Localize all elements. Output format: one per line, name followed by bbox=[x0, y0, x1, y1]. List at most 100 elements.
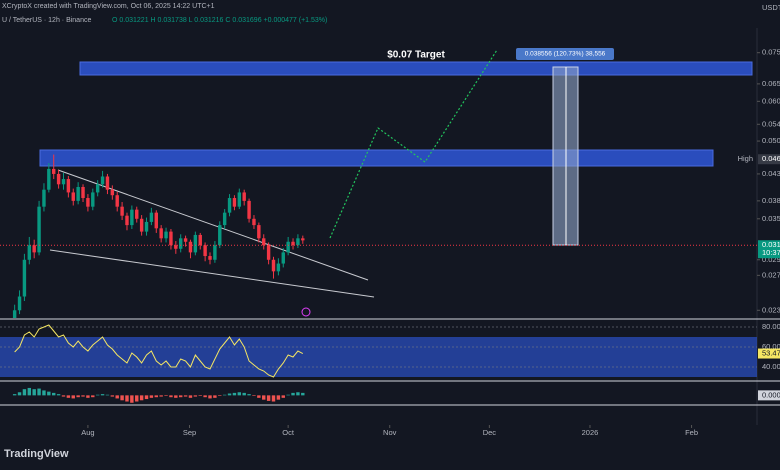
rsi-tick-label: 40.00 bbox=[762, 362, 780, 371]
resistance-zone bbox=[39, 149, 714, 167]
macd-bar bbox=[174, 395, 178, 398]
candle-body bbox=[27, 245, 32, 260]
y-tick-label: 0.038 bbox=[762, 196, 780, 205]
candle-body bbox=[154, 212, 158, 229]
last-price-box bbox=[758, 240, 780, 259]
macd-bar bbox=[149, 395, 154, 398]
macd-bar bbox=[247, 394, 251, 396]
x-tick-label: Sep bbox=[183, 428, 196, 437]
candle-body bbox=[247, 200, 251, 219]
candle-body bbox=[198, 234, 202, 246]
candle-body bbox=[213, 245, 217, 260]
event-marker bbox=[301, 307, 311, 317]
candle-body bbox=[105, 176, 110, 190]
macd-bar bbox=[120, 395, 124, 401]
candle-body bbox=[232, 198, 237, 207]
macd-bar bbox=[257, 395, 261, 398]
candle-body bbox=[178, 238, 183, 249]
candle-body bbox=[130, 209, 134, 226]
macd-bar bbox=[37, 388, 41, 396]
candle-body bbox=[291, 241, 295, 246]
candle-body bbox=[22, 259, 27, 297]
macd-bar bbox=[66, 395, 71, 398]
y-tick-label: 0.023 bbox=[762, 305, 780, 314]
chart-title: XCryptoX created with TradingView.com, O… bbox=[2, 3, 215, 10]
candle-body bbox=[110, 189, 115, 196]
macd-bar bbox=[208, 395, 212, 399]
candle-body bbox=[237, 192, 242, 207]
macd-bar bbox=[95, 394, 100, 396]
candle-body bbox=[276, 263, 281, 272]
candle-body bbox=[17, 296, 22, 311]
macd-bar bbox=[125, 395, 129, 402]
macd-bar bbox=[266, 395, 271, 401]
chart-subtitle: U / TetherUS · 12h · Binance bbox=[2, 17, 91, 24]
candle-body bbox=[271, 259, 276, 272]
candle-body bbox=[183, 238, 188, 242]
macd-bar bbox=[139, 395, 144, 401]
x-tick-label: Dec bbox=[483, 428, 497, 437]
candle-body bbox=[115, 195, 119, 207]
macd-bar bbox=[213, 395, 217, 398]
y-tick-label: 0.027 bbox=[762, 270, 780, 279]
y-tick-label: 0.035 bbox=[762, 214, 780, 223]
macd-bar bbox=[227, 393, 232, 396]
candle-body bbox=[262, 238, 266, 246]
candle-body bbox=[149, 212, 154, 222]
macd-tick-label: 0.000 bbox=[762, 390, 780, 399]
candle-body bbox=[52, 168, 56, 174]
candle-body bbox=[222, 212, 227, 226]
rsi-band bbox=[0, 337, 757, 377]
candle-body bbox=[125, 215, 129, 226]
candle-body bbox=[66, 179, 71, 193]
macd-bar bbox=[130, 395, 134, 403]
macd-bar bbox=[105, 394, 110, 396]
x-tick-label: Aug bbox=[81, 428, 94, 437]
target-label: $0.07 Target bbox=[387, 50, 445, 61]
candle-body bbox=[47, 168, 51, 190]
y-tick-label: 0.043 bbox=[762, 169, 780, 178]
candle-body bbox=[61, 179, 66, 185]
measure-label-box bbox=[516, 48, 614, 60]
candle-body bbox=[120, 206, 124, 216]
candle-body bbox=[301, 238, 305, 241]
candle-body bbox=[257, 225, 261, 239]
rsi-tick-label: 60.00 bbox=[762, 342, 780, 351]
candle-body bbox=[286, 241, 290, 253]
macd-bar bbox=[252, 395, 256, 396]
candle-body bbox=[37, 206, 41, 253]
macd-bar bbox=[110, 395, 115, 397]
y-tick-label: 0.050 bbox=[762, 136, 780, 145]
candle-body bbox=[32, 245, 36, 253]
macd-bar bbox=[232, 392, 237, 396]
macd-bar bbox=[144, 395, 149, 400]
candle-body bbox=[174, 245, 178, 249]
candle-body bbox=[144, 221, 149, 232]
macd-bar bbox=[17, 392, 22, 396]
candle-body bbox=[266, 245, 271, 260]
x-tick-label: Nov bbox=[383, 428, 397, 437]
macd-bar bbox=[76, 395, 80, 398]
candle-body bbox=[188, 241, 193, 253]
high-tag-text: High bbox=[738, 154, 753, 163]
x-tick-label: Oct bbox=[282, 428, 295, 437]
candle-body bbox=[95, 184, 100, 193]
macd-bar bbox=[291, 392, 295, 396]
macd-bar bbox=[12, 394, 17, 396]
candle-body bbox=[42, 189, 46, 207]
high-tag-value: 0.046 bbox=[762, 154, 780, 163]
macd-bar bbox=[159, 395, 163, 397]
macd-bar bbox=[296, 392, 300, 396]
macd-bar bbox=[222, 394, 227, 396]
candle-body bbox=[164, 231, 168, 239]
y-tick-label: 0.060 bbox=[762, 96, 780, 105]
macd-bar bbox=[135, 395, 139, 402]
y-tick-label: 0.065 bbox=[762, 79, 780, 88]
candle-body bbox=[281, 252, 285, 264]
rsi-tick-label: 80.00 bbox=[762, 322, 780, 331]
y-tick-label: 0.054 bbox=[762, 119, 780, 128]
countdown: 10:37 bbox=[762, 248, 780, 257]
candle-body bbox=[12, 310, 17, 318]
rsi-tag: 53.47 bbox=[762, 349, 780, 358]
